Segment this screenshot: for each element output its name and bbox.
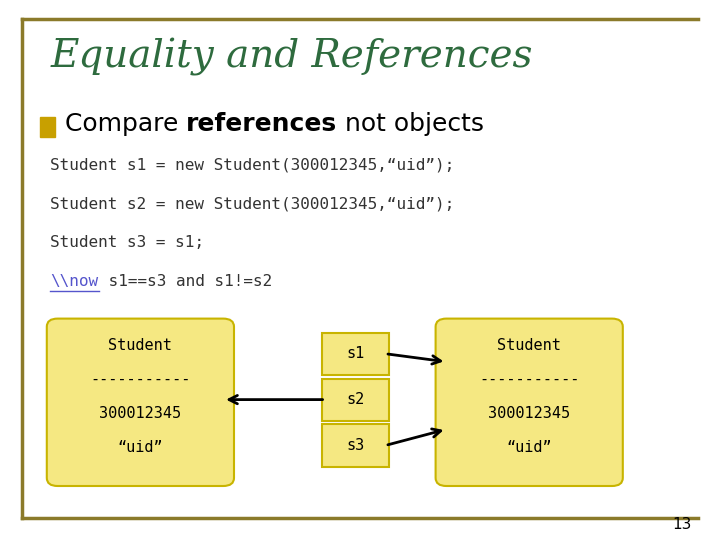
Text: -----------: ----------- [90, 372, 191, 387]
FancyBboxPatch shape [322, 424, 389, 467]
Text: \\now: \\now [50, 274, 99, 289]
Text: Student s3 = s1;: Student s3 = s1; [50, 235, 204, 250]
Text: not objects: not objects [337, 112, 485, 136]
FancyBboxPatch shape [436, 319, 623, 486]
Text: s1==s3 and s1!=s2: s1==s3 and s1!=s2 [99, 274, 271, 289]
Bar [40, 117, 55, 137]
Text: Student: Student [498, 338, 561, 353]
Text: 13: 13 [672, 517, 691, 532]
FancyBboxPatch shape [322, 379, 389, 421]
FancyBboxPatch shape [322, 333, 389, 375]
Text: 300012345: 300012345 [99, 406, 181, 421]
Text: Compare: Compare [65, 112, 186, 136]
Text: -----------: ----------- [479, 372, 580, 387]
Text: “uid”: “uid” [506, 440, 552, 455]
Text: Student: Student [109, 338, 172, 353]
Text: s2: s2 [346, 392, 364, 407]
Text: Equality and References: Equality and References [50, 38, 533, 76]
Text: 300012345: 300012345 [488, 406, 570, 421]
Text: Student s1 = new Student(300012345,“uid”);: Student s1 = new Student(300012345,“uid”… [50, 157, 454, 172]
FancyBboxPatch shape [47, 319, 234, 486]
Text: Student s2 = new Student(300012345,“uid”);: Student s2 = new Student(300012345,“uid”… [50, 196, 454, 211]
Text: “uid”: “uid” [117, 440, 163, 455]
Text: s3: s3 [346, 438, 364, 453]
Text: references: references [186, 112, 337, 136]
Text: s1: s1 [346, 346, 364, 361]
